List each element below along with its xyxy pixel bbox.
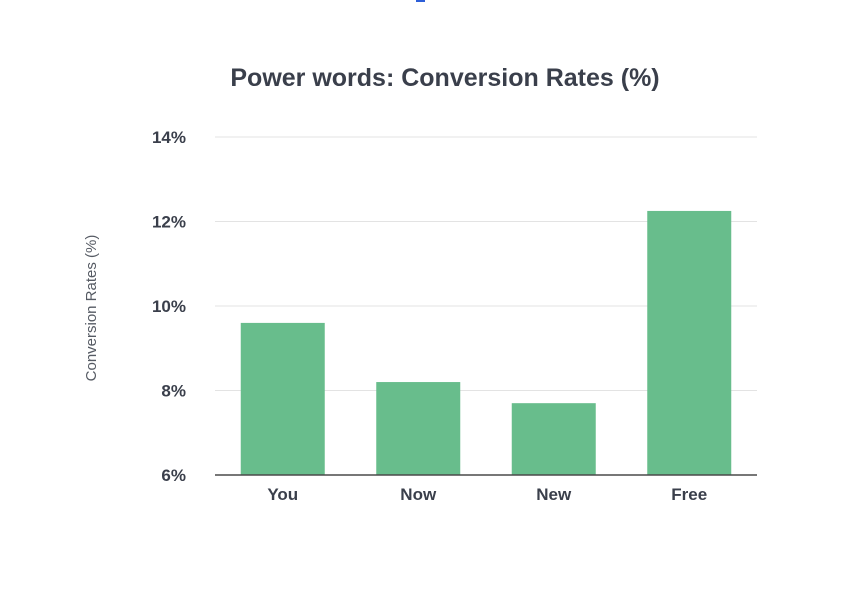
y-tick-labels: 6% 8% 10% 12% 14%: [152, 128, 186, 485]
x-tick-label: Now: [400, 485, 437, 504]
x-tick-labels: You Now New Free: [267, 485, 707, 504]
y-tick-label: 10%: [152, 297, 186, 316]
x-tick-label: You: [267, 485, 298, 504]
bar-now: [376, 382, 461, 475]
bar-free: [647, 210, 732, 475]
bar-new: [511, 403, 596, 475]
chart-title: Power words: Conversion Rates (%): [230, 64, 659, 92]
y-tick-label: 14%: [152, 128, 186, 147]
bars: [240, 210, 732, 475]
bar-you: [240, 322, 325, 475]
y-tick-label: 8%: [161, 382, 186, 401]
y-tick-label: 6%: [161, 466, 186, 485]
top-edge-mark: [416, 0, 425, 2]
x-tick-label: Free: [671, 485, 707, 504]
y-axis-label: Conversion Rates (%): [83, 235, 100, 382]
x-tick-label: New: [536, 485, 572, 504]
y-tick-label: 12%: [152, 213, 186, 232]
